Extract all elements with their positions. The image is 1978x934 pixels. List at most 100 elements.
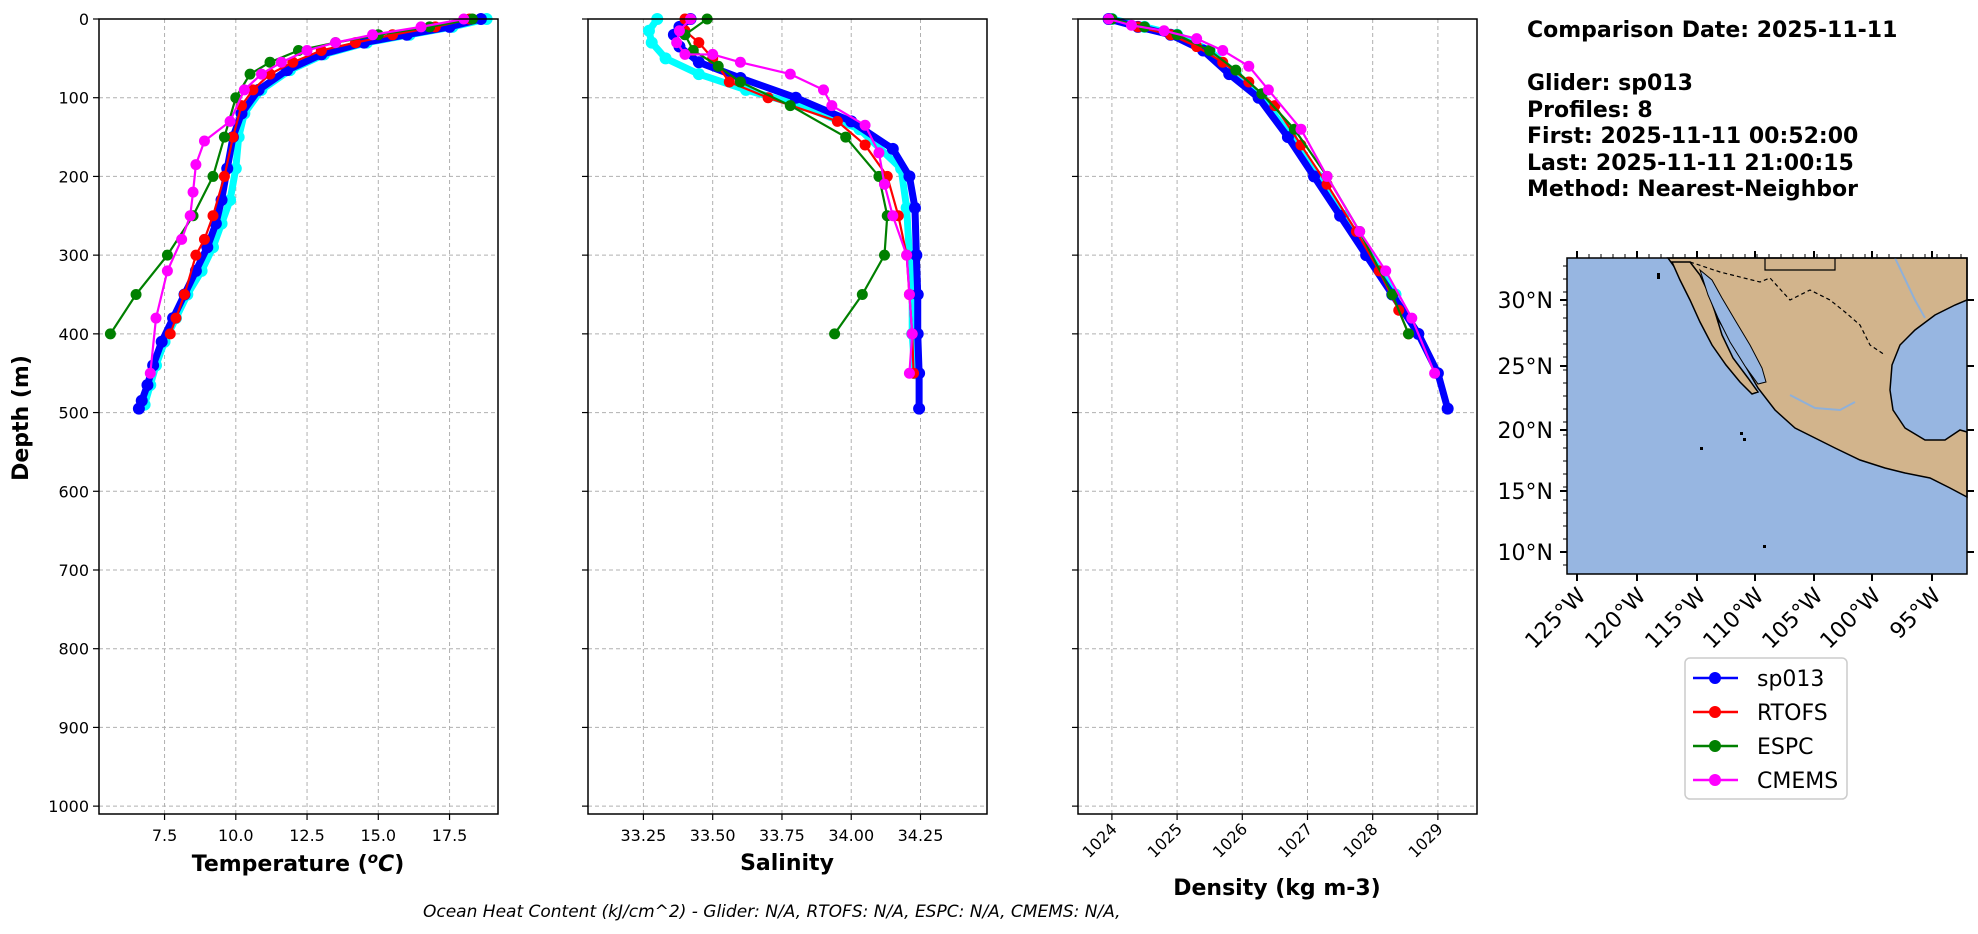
salinity-point-rtofs <box>859 139 871 151</box>
temperature-point-rtofs <box>227 131 239 143</box>
salinity-point-cmems <box>873 147 885 159</box>
temperature-point-cyan-profiles <box>224 194 237 207</box>
salinity-point-cmems <box>707 48 719 60</box>
density-point-cmems <box>1217 44 1229 56</box>
temperature-point-rtofs <box>207 210 219 222</box>
temperature-point-cyan-profiles <box>229 162 242 175</box>
density-tick-label: 1024 <box>1079 819 1121 861</box>
map-state-line <box>1764 258 1836 271</box>
salinity-point-cmems <box>818 84 830 96</box>
temperature-point-sp013 <box>155 335 168 348</box>
first-time: First: 2025-11-11 00:52:00 <box>1527 124 1858 149</box>
temperature-tick-label: 12.5 <box>289 826 325 845</box>
legend-label-rtofs: RTOFS <box>1757 701 1828 726</box>
temperature-point-rtofs <box>218 170 230 182</box>
salinity-point-espc <box>840 131 852 143</box>
salinity-tick-label: 33.25 <box>621 826 667 845</box>
inset-map: 30°N 25°N 20°N 15°N 10°N 125°W120°W115°W110°W… <box>1498 251 1974 654</box>
map-lon-label: 125°W <box>1521 583 1592 654</box>
salinity-point-sp013 <box>908 201 921 214</box>
temperature-tick-label: 10.0 <box>218 826 254 845</box>
salinity-point-cmems <box>784 68 796 80</box>
legend-label-espc: ESPC <box>1757 735 1814 760</box>
depth-tick-label: 300 <box>58 246 89 265</box>
legend-label-sp013: sp013 <box>1757 667 1824 692</box>
density-point-cmems <box>1125 19 1137 31</box>
map-river <box>1894 257 1926 319</box>
density-point-sp013 <box>1308 170 1321 183</box>
temperature-xlabel: Temperature (oC) <box>192 849 405 877</box>
comparison-date: Comparison Date: 2025-11-11 <box>1527 18 1897 43</box>
map-lat-label: 15°N <box>1498 480 1553 505</box>
info-block: Comparison Date: 2025-11-11 Glider: sp01… <box>1527 18 1897 202</box>
glider-name: Glider: sp013 <box>1527 71 1693 96</box>
temperature-point-espc <box>161 249 173 261</box>
temperature-point-espc <box>244 68 256 80</box>
temperature-point-cmems <box>301 44 313 56</box>
temperature-point-cmems <box>184 210 196 222</box>
depth-tick-label: 800 <box>58 640 89 659</box>
salinity-point-sp013 <box>913 402 926 415</box>
map-lon-label: 115°W <box>1641 583 1712 654</box>
density-point-sp013 <box>1441 402 1454 415</box>
temperature-point-cmems <box>367 29 379 41</box>
salinity-point-cmems <box>903 288 915 300</box>
temperature-point-rtofs <box>190 249 202 261</box>
temperature-point-espc <box>264 56 276 68</box>
map-lon-label: 110°W <box>1699 583 1770 654</box>
salinity-point-espc <box>878 249 890 261</box>
temperature-point-cmems <box>150 312 162 324</box>
salinity-point-cmems <box>673 25 685 37</box>
density-point-cmems <box>1321 170 1333 182</box>
density-point-rtofs <box>1269 100 1281 112</box>
depth-ylabel: Depth (m) <box>9 355 34 481</box>
salinity-point-cmems <box>901 249 913 261</box>
temperature-panel: 0 100 200 300 400 500 600 700 800 900 1000 7.5 10.0 1… <box>9 10 499 877</box>
salinity-point-espc <box>712 60 724 72</box>
density-point-espc <box>1230 64 1242 76</box>
density-tick-label: 1027 <box>1274 819 1316 861</box>
map-river-2 <box>1789 394 1856 412</box>
legend-marker-rtofs <box>1709 706 1721 718</box>
salinity-point-rtofs <box>723 76 735 88</box>
salinity-point-cmems <box>826 100 838 112</box>
legend: sp013 RTOFS ESPC CMEMS <box>1684 657 1848 800</box>
density-tick-label: 1025 <box>1144 819 1186 861</box>
depth-tick-label: 400 <box>58 325 89 344</box>
salinity-point-espc <box>687 44 699 56</box>
salinity-point-cmems <box>859 119 871 131</box>
salinity-tick-label: 34.25 <box>898 826 944 845</box>
legend-box <box>1684 657 1848 800</box>
temperature-point-cmems <box>161 265 173 277</box>
density-point-sp013 <box>1281 131 1294 144</box>
temperature-point-cmems <box>187 186 199 198</box>
density-point-cmems <box>1406 312 1418 324</box>
temperature-point-rtofs <box>164 328 176 340</box>
salinity-point-espc <box>829 328 841 340</box>
density-point-espc <box>1403 328 1415 340</box>
temperature-point-espc <box>218 131 230 143</box>
map-border <box>1689 261 1886 356</box>
salinity-point-cmems <box>734 56 746 68</box>
salinity-point-cmems <box>679 48 691 60</box>
map-island-2 <box>1740 432 1743 435</box>
legend-marker-cmems <box>1709 774 1721 786</box>
temperature-point-cmems <box>190 159 202 171</box>
density-series-sp013 <box>1107 15 1452 410</box>
salinity-point-cmems <box>906 328 918 340</box>
density-point-cmems <box>1380 265 1392 277</box>
legend-marker-espc <box>1709 740 1721 752</box>
density-series-cmems <box>1108 17 1436 374</box>
salinity-point-cyan-profiles <box>642 24 655 37</box>
salinity-point-sp013 <box>692 56 705 69</box>
temperature-point-rtofs <box>179 288 190 300</box>
salinity-point-sp013 <box>910 249 923 262</box>
ocean-heat-content-footer: Ocean Heat Content (kJ/cm^2) - Glider: N… <box>423 902 1121 922</box>
temperature-point-cmems <box>224 115 236 127</box>
temperature-point-cmems <box>415 21 427 33</box>
last-time: Last: 2025-11-11 21:00:15 <box>1527 151 1854 176</box>
map-lat-label: 20°N <box>1498 419 1553 444</box>
salinity-point-cyan-profiles <box>659 52 672 65</box>
depth-tick-label: 200 <box>58 167 89 186</box>
